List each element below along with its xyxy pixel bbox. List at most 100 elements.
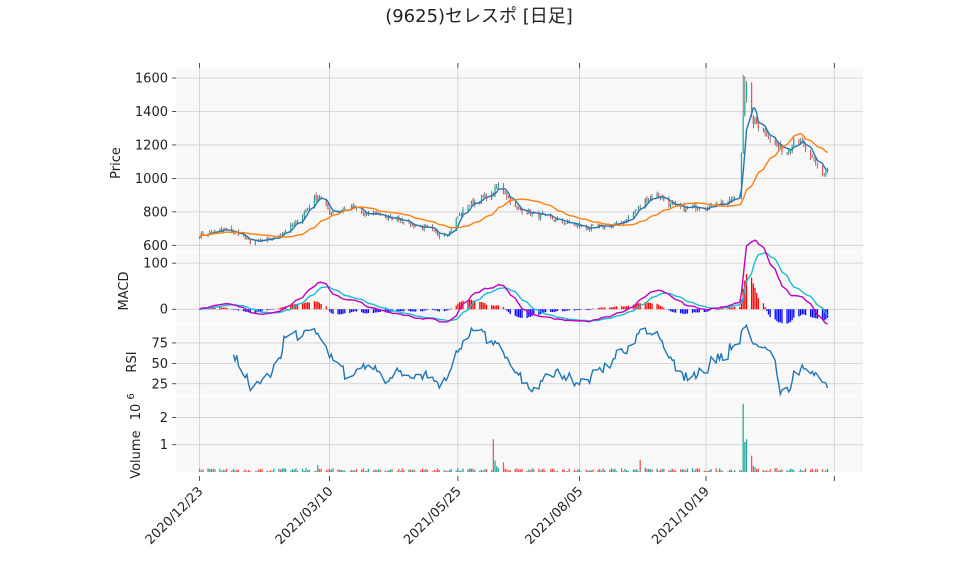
macd-hist-bar [259, 309, 262, 312]
candle-body [810, 151, 812, 159]
macd-hist-bar [431, 309, 434, 311]
volume-bar [232, 469, 235, 472]
volume-bar [563, 469, 565, 472]
volume-bar [811, 468, 813, 472]
candle-body [669, 203, 672, 208]
volume-bar [764, 470, 766, 472]
candle-body [232, 232, 235, 234]
ylabel-volume-exp: 6 [126, 393, 137, 399]
volume-bar [455, 470, 457, 472]
candle-body [762, 127, 765, 131]
candle-body [413, 224, 415, 228]
macd-hist-bar [482, 302, 484, 310]
macd-hist-bar [445, 309, 447, 311]
volume-bar [578, 469, 581, 472]
candle-body [720, 202, 722, 205]
macd-hist-bar [295, 303, 297, 310]
macd-hist-bar [420, 309, 422, 312]
macd-hist-bar [458, 302, 461, 310]
macd-hist-bar [415, 309, 417, 312]
candle-body [730, 199, 732, 202]
macd-hist-bar [703, 309, 705, 313]
volume-bar [656, 468, 658, 472]
macd-hist-bar [212, 307, 214, 310]
candle-body [202, 232, 204, 236]
macd-hist-bar [710, 309, 712, 310]
macd-hist-bar [671, 309, 673, 312]
candle-body [555, 218, 557, 222]
volume-bar [695, 468, 697, 472]
macd-hist-bar [705, 309, 707, 312]
macd-hist-bar [409, 309, 412, 312]
candle-body [602, 225, 604, 228]
candle-body [198, 237, 201, 239]
macd-hist-bar [349, 309, 351, 314]
candle-body [740, 153, 743, 197]
macd-hist-bar [519, 309, 521, 318]
candle-body [757, 122, 759, 128]
volume-bar [296, 470, 299, 472]
volume-bar [469, 468, 471, 472]
volume-bar [602, 468, 604, 472]
macd-hist-bar [757, 298, 759, 310]
volume-bar [810, 469, 812, 472]
macd-hist-bar [659, 305, 662, 310]
volume-bar [391, 468, 393, 472]
volume-bar [315, 470, 317, 472]
volume-bar [587, 470, 589, 472]
macd-hist-bar [592, 308, 594, 310]
macd-hist-bar [403, 309, 405, 312]
macd-hist-bar [443, 309, 446, 312]
macd-hist-bar [696, 309, 699, 313]
volume-bar [647, 468, 650, 472]
candle-body [577, 224, 579, 226]
macd-hist-bar [469, 299, 471, 310]
volume-bar [269, 470, 272, 472]
xtick-label: 2021/03/10 [273, 484, 337, 548]
candle-body [668, 198, 670, 207]
volume-bar [622, 471, 624, 472]
volume-bar [256, 470, 258, 472]
volume-bar [588, 470, 591, 472]
volume-bar [696, 468, 699, 472]
candle-body [384, 216, 386, 218]
volume-bar [740, 470, 743, 472]
macd-hist-bar [528, 309, 530, 317]
volume-bar [268, 471, 270, 472]
macd-hist-bar [480, 301, 483, 310]
volume-bar [774, 468, 776, 472]
macd-hist-bar [600, 307, 602, 310]
volume-bar [198, 468, 201, 472]
volume-bar [786, 470, 788, 472]
candle-body [457, 216, 459, 218]
candle-body [592, 224, 594, 226]
macd-hist-bar [533, 309, 535, 315]
volume-bar [825, 470, 827, 472]
candle-body [492, 192, 494, 195]
volume-bar [479, 470, 481, 472]
volume-bar [247, 469, 250, 472]
volume-bar [762, 470, 765, 472]
macd-hist-bar [301, 303, 304, 310]
volume-bar [545, 471, 547, 472]
candle-body [504, 191, 506, 195]
macd-panel [198, 239, 829, 325]
candle-body [644, 198, 646, 207]
volume-bar [620, 468, 623, 472]
candle-body [514, 203, 516, 208]
candle-body [565, 222, 567, 224]
macd-hist-bar [234, 309, 236, 310]
macd-hist-bar [507, 309, 510, 313]
volume-bar [718, 468, 721, 472]
volume-bar [555, 471, 557, 472]
volume-bar [339, 469, 341, 472]
volume-bar [435, 470, 437, 472]
volume-bar [242, 471, 245, 472]
candle-body [467, 206, 469, 210]
macd-hist-bar [669, 309, 672, 312]
candle-body [636, 209, 638, 211]
volume-bar [568, 468, 570, 472]
volume-bar [626, 470, 628, 472]
candle-body [307, 207, 309, 209]
volume-bar [627, 470, 630, 472]
